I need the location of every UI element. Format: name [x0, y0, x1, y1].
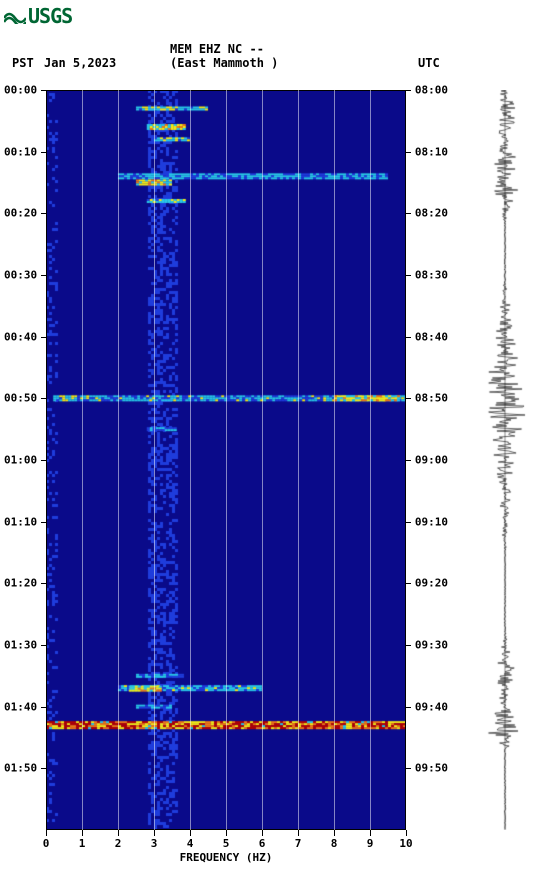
gridline-v — [82, 90, 83, 830]
y-label-right: 08:20 — [415, 207, 448, 220]
y-tick-left — [41, 275, 46, 276]
y-tick-left — [41, 460, 46, 461]
x-tick-label: 8 — [331, 837, 338, 850]
x-axis-label: FREQUENCY (HZ) — [180, 851, 273, 864]
y-label-left: 00:20 — [4, 207, 37, 220]
y-label-left: 00:50 — [4, 392, 37, 405]
gridline-v — [118, 90, 119, 830]
spectrogram-plot: FREQUENCY (HZ) 01234567891000:0000:1000:… — [46, 90, 406, 830]
y-label-right: 09:20 — [415, 577, 448, 590]
y-tick-right — [406, 707, 411, 708]
y-label-right: 08:00 — [415, 84, 448, 97]
y-label-left: 01:00 — [4, 454, 37, 467]
y-tick-right — [406, 152, 411, 153]
gridline-v — [262, 90, 263, 830]
x-tick-label: 5 — [223, 837, 230, 850]
x-tick — [406, 830, 407, 836]
y-label-left: 01:10 — [4, 515, 37, 528]
y-tick-right — [406, 213, 411, 214]
x-tick — [82, 830, 83, 836]
station-code: MEM EHZ NC -- — [170, 42, 264, 56]
gridline-v — [154, 90, 155, 830]
y-label-right: 09:40 — [415, 700, 448, 713]
x-tick — [154, 830, 155, 836]
x-tick-label: 4 — [187, 837, 194, 850]
y-label-left: 01:20 — [4, 577, 37, 590]
y-tick-right — [406, 460, 411, 461]
usgs-logo: USGS — [4, 4, 72, 28]
y-label-right: 08:50 — [415, 392, 448, 405]
y-label-right: 09:50 — [415, 762, 448, 775]
x-tick-label: 3 — [151, 837, 158, 850]
y-tick-right — [406, 768, 411, 769]
y-label-left: 00:40 — [4, 330, 37, 343]
x-tick — [118, 830, 119, 836]
y-label-left: 00:10 — [4, 145, 37, 158]
y-tick-right — [406, 645, 411, 646]
gridline-v — [370, 90, 371, 830]
x-tick — [370, 830, 371, 836]
date-label: Jan 5,2023 — [44, 56, 116, 70]
y-label-left: 00:00 — [4, 84, 37, 97]
y-tick-left — [41, 522, 46, 523]
y-tick-left — [41, 645, 46, 646]
y-tick-left — [41, 768, 46, 769]
x-tick-label: 9 — [367, 837, 374, 850]
y-tick-left — [41, 213, 46, 214]
x-tick — [190, 830, 191, 836]
x-tick — [226, 830, 227, 836]
y-tick-right — [406, 337, 411, 338]
y-tick-left — [41, 152, 46, 153]
station-name: (East Mammoth ) — [170, 56, 278, 70]
x-tick — [334, 830, 335, 836]
x-tick-label: 10 — [399, 837, 412, 850]
wave-icon — [4, 8, 26, 24]
y-tick-right — [406, 398, 411, 399]
y-label-right: 09:10 — [415, 515, 448, 528]
y-tick-left — [41, 90, 46, 91]
x-tick — [262, 830, 263, 836]
left-tz-label: PST — [12, 56, 34, 70]
logo-text: USGS — [28, 4, 72, 28]
y-tick-left — [41, 398, 46, 399]
y-tick-left — [41, 583, 46, 584]
y-label-left: 01:50 — [4, 762, 37, 775]
x-tick-label: 1 — [79, 837, 86, 850]
gridline-v — [190, 90, 191, 830]
gridline-v — [226, 90, 227, 830]
y-tick-right — [406, 522, 411, 523]
y-label-right: 08:40 — [415, 330, 448, 343]
y-label-left: 01:30 — [4, 639, 37, 652]
y-label-right: 08:10 — [415, 145, 448, 158]
y-label-left: 00:30 — [4, 269, 37, 282]
y-label-right: 08:30 — [415, 269, 448, 282]
y-tick-right — [406, 583, 411, 584]
y-tick-left — [41, 337, 46, 338]
y-tick-right — [406, 90, 411, 91]
y-tick-left — [41, 707, 46, 708]
y-label-right: 09:30 — [415, 639, 448, 652]
y-label-right: 09:00 — [415, 454, 448, 467]
gridline-v — [298, 90, 299, 830]
right-tz-label: UTC — [418, 56, 440, 70]
y-tick-right — [406, 275, 411, 276]
x-tick-label: 0 — [43, 837, 50, 850]
x-tick — [46, 830, 47, 836]
y-label-left: 01:40 — [4, 700, 37, 713]
x-tick-label: 6 — [259, 837, 266, 850]
x-tick-label: 7 — [295, 837, 302, 850]
x-tick — [298, 830, 299, 836]
x-tick-label: 2 — [115, 837, 122, 850]
waveform-canvas — [470, 90, 540, 830]
waveform-plot — [470, 90, 540, 830]
gridline-v — [334, 90, 335, 830]
